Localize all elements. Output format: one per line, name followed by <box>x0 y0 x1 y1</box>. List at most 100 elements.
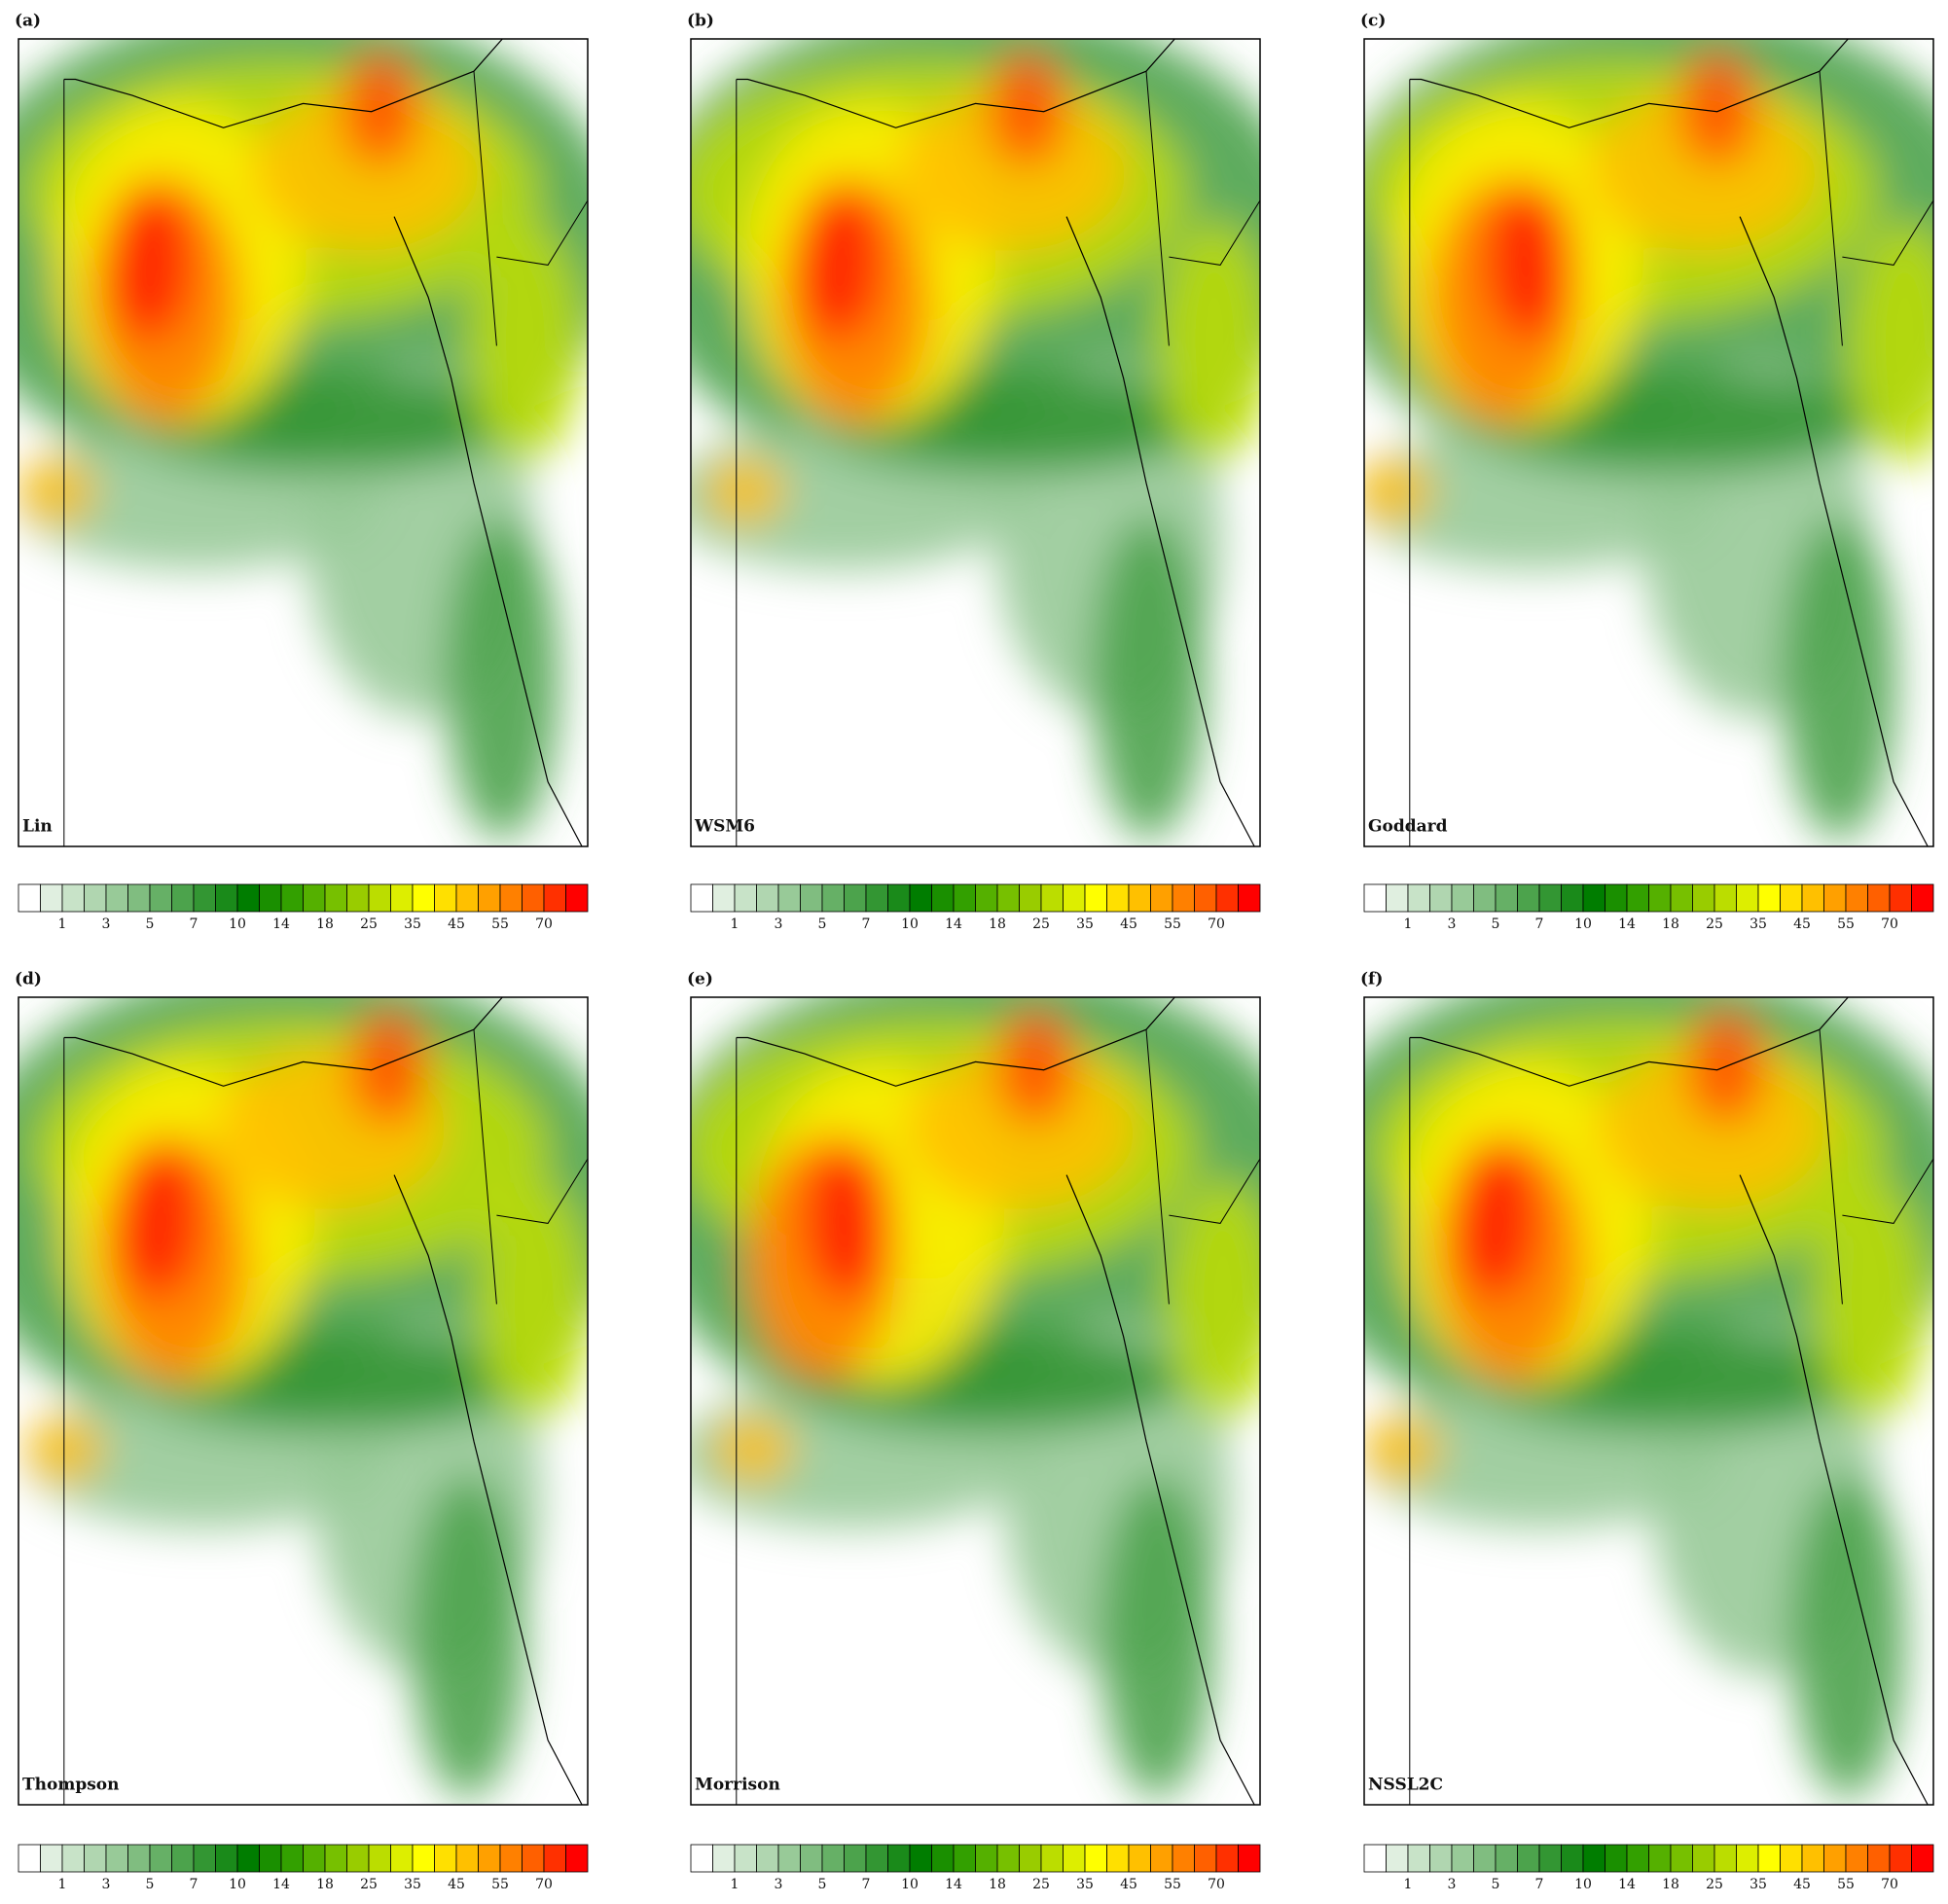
colorbar-label: 70 <box>535 1877 553 1892</box>
colorbar-swatch <box>61 1844 85 1873</box>
panel-tag: (f) <box>1360 970 1383 989</box>
scheme-name: Goddard <box>1368 817 1448 837</box>
colorbar-label: 18 <box>1662 1877 1679 1892</box>
colorbar-label: 3 <box>102 1877 111 1892</box>
colorbar-swatch <box>1473 883 1497 913</box>
panel-frame <box>1363 38 1934 847</box>
colorbar-swatch <box>478 883 501 913</box>
field-blob <box>251 89 480 251</box>
field-blob <box>704 458 785 523</box>
colorbar-swatch <box>1215 1844 1239 1873</box>
colorbar-swatch <box>1363 883 1387 913</box>
field-blob <box>348 1011 429 1126</box>
colorbar-label: 5 <box>1492 1877 1500 1892</box>
field-blob <box>1157 221 1260 464</box>
scheme-name: Lin <box>22 817 53 837</box>
field-blob <box>1166 1179 1260 1422</box>
field-blob <box>1848 221 1933 464</box>
colorbar-swatch <box>1911 1844 1934 1873</box>
colorbar-swatch <box>346 883 370 913</box>
colorbar-swatch <box>193 1844 216 1873</box>
colorbar-swatch <box>412 883 435 913</box>
colorbar-label: 25 <box>1706 916 1723 932</box>
precip-field <box>691 997 1260 1805</box>
colorbar-swatch <box>522 883 545 913</box>
colorbar-label: 70 <box>535 916 553 932</box>
panel-tag: (c) <box>1360 12 1386 31</box>
colorbar-label: 3 <box>775 1877 783 1892</box>
colorbar-swatch <box>1019 883 1042 913</box>
field-blob <box>476 1179 588 1422</box>
colorbar-swatch <box>1867 1844 1891 1873</box>
colorbar-label: 10 <box>229 1877 246 1892</box>
coastline <box>1739 216 1929 846</box>
colorbar-swatch <box>478 1844 501 1873</box>
colorbar-label: 70 <box>1208 916 1225 932</box>
coastline <box>393 216 583 846</box>
scheme-name: Thompson <box>22 1776 120 1795</box>
colorbar-swatch <box>303 883 326 913</box>
colorbar-swatch <box>368 883 391 913</box>
colorbar-swatch <box>40 1844 63 1873</box>
colorbar-swatch <box>18 1844 41 1873</box>
colorbar-swatch <box>1889 883 1912 913</box>
colorbar-label: 35 <box>1076 1877 1094 1892</box>
precip-field <box>1364 997 1933 1805</box>
colorbar-swatch <box>865 883 888 913</box>
colorbar-swatch <box>1194 883 1217 913</box>
colorbar-swatch <box>777 1844 801 1873</box>
field-blob <box>18 458 95 523</box>
colorbar-swatch <box>455 1844 479 1873</box>
colorbar-label: 7 <box>1535 1877 1544 1892</box>
colorbar-swatch <box>434 1844 457 1873</box>
colorbar-swatch <box>1040 883 1064 913</box>
colorbar-swatch <box>522 1844 545 1873</box>
colorbar-label: 18 <box>1662 916 1679 932</box>
border <box>63 71 588 846</box>
colorbar-swatch <box>1019 1844 1042 1873</box>
colorbar-swatch <box>84 883 107 913</box>
colorbar-swatch <box>1845 1844 1868 1873</box>
coastline <box>736 997 1175 1087</box>
colorbar-swatch <box>800 883 823 913</box>
colorbar-swatch <box>149 1844 172 1873</box>
field-blob <box>340 53 420 167</box>
field-blob <box>1589 89 1818 251</box>
colorbar-swatch <box>236 1844 260 1873</box>
colorbar-label: 18 <box>316 916 334 932</box>
colorbar-label: 70 <box>1881 916 1898 932</box>
colorbar-label: 14 <box>272 1877 290 1892</box>
coastline <box>393 1174 583 1805</box>
colorbar-swatch <box>236 883 260 913</box>
field-blob <box>1092 517 1207 841</box>
colorbar-swatch <box>1538 883 1562 913</box>
colorbar-swatch <box>1757 883 1781 913</box>
colorbar-label: 3 <box>102 916 111 932</box>
colorbar-swatch <box>171 883 195 913</box>
colorbar-swatch <box>712 883 736 913</box>
colorbar-swatch <box>1605 883 1628 913</box>
field-blob <box>445 517 559 841</box>
colorbar-swatch <box>844 883 867 913</box>
colorbar-swatch <box>1692 883 1715 913</box>
colorbar-swatch <box>734 1844 757 1873</box>
colorbar-swatch <box>1714 1844 1737 1873</box>
field-blob <box>468 221 583 464</box>
colorbar-swatch <box>777 883 801 913</box>
colorbar-label: 45 <box>448 1877 465 1892</box>
border <box>736 71 1260 846</box>
colorbar-swatch <box>1386 1844 1409 1873</box>
colorbar-swatch <box>1063 1844 1086 1873</box>
colorbar-swatch <box>346 1844 370 1873</box>
colorbar-swatch <box>1106 1844 1130 1873</box>
coastline <box>1065 1174 1255 1805</box>
colorbar-swatch <box>887 1844 911 1873</box>
colorbar-swatch <box>193 883 216 913</box>
panel-frame <box>690 38 1261 847</box>
colorbar-label: 18 <box>989 1877 1006 1892</box>
colorbar-swatch <box>368 1844 391 1873</box>
colorbar-swatch <box>756 883 779 913</box>
